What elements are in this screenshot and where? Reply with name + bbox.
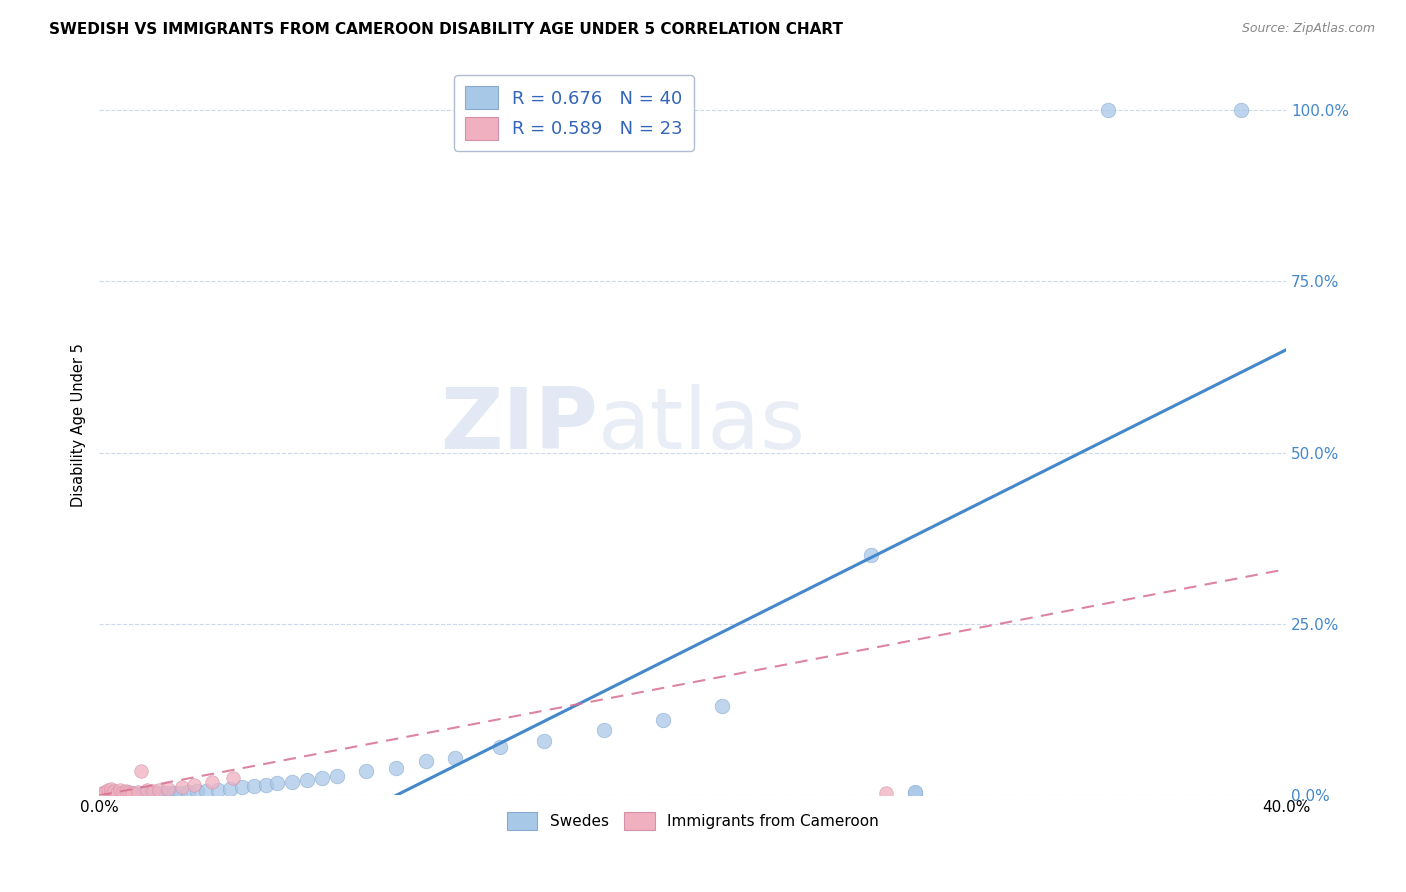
Point — [172, 780, 194, 794]
Point — [97, 783, 120, 797]
Point — [108, 783, 131, 797]
Point — [326, 769, 349, 783]
Point — [242, 780, 264, 794]
Point — [118, 785, 141, 799]
Point — [94, 785, 117, 799]
Point — [711, 699, 734, 714]
Point — [415, 754, 437, 768]
Point — [875, 786, 897, 800]
Point — [100, 786, 122, 800]
Point — [139, 786, 162, 800]
Point — [132, 786, 155, 800]
Point — [222, 771, 245, 785]
Point — [142, 783, 165, 797]
Point — [859, 549, 882, 563]
Point — [489, 740, 512, 755]
Point — [121, 786, 143, 800]
Point — [281, 774, 304, 789]
Y-axis label: Disability Age Under 5: Disability Age Under 5 — [72, 343, 86, 508]
Point — [219, 781, 242, 796]
Point — [231, 780, 253, 794]
Point — [266, 776, 288, 790]
Point — [207, 783, 229, 797]
Point — [195, 783, 218, 797]
Point — [127, 785, 149, 799]
Point — [115, 783, 138, 797]
Point — [97, 787, 120, 801]
Point — [295, 773, 318, 788]
Point — [150, 786, 173, 800]
Point — [103, 786, 125, 800]
Point — [129, 764, 152, 779]
Point — [162, 786, 184, 800]
Point — [115, 786, 138, 800]
Point — [145, 786, 167, 800]
Point — [904, 786, 927, 800]
Point — [904, 785, 927, 799]
Point — [201, 774, 224, 789]
Point — [183, 778, 205, 792]
Point — [121, 786, 143, 800]
Point — [254, 778, 277, 792]
Point — [112, 785, 135, 799]
Text: atlas: atlas — [598, 384, 806, 467]
Point — [156, 781, 179, 796]
Point — [148, 783, 170, 797]
Text: ZIP: ZIP — [440, 384, 598, 467]
Point — [156, 786, 179, 800]
Point — [592, 723, 614, 738]
Point — [652, 713, 675, 727]
Point — [105, 786, 128, 800]
Point — [135, 783, 157, 797]
Point — [444, 750, 467, 764]
Point — [1230, 103, 1253, 117]
Point — [186, 784, 208, 798]
Point — [177, 785, 200, 799]
Point — [311, 771, 333, 785]
Point — [356, 764, 378, 779]
Point — [385, 761, 408, 775]
Point — [533, 733, 555, 747]
Point — [1097, 103, 1119, 117]
Point — [108, 787, 131, 801]
Point — [103, 784, 125, 798]
Point — [100, 781, 122, 796]
Point — [127, 787, 149, 801]
Text: SWEDISH VS IMMIGRANTS FROM CAMEROON DISABILITY AGE UNDER 5 CORRELATION CHART: SWEDISH VS IMMIGRANTS FROM CAMEROON DISA… — [49, 22, 844, 37]
Point — [91, 786, 114, 800]
Legend: Swedes, Immigrants from Cameroon: Swedes, Immigrants from Cameroon — [501, 806, 884, 836]
Point — [169, 786, 191, 800]
Text: Source: ZipAtlas.com: Source: ZipAtlas.com — [1241, 22, 1375, 36]
